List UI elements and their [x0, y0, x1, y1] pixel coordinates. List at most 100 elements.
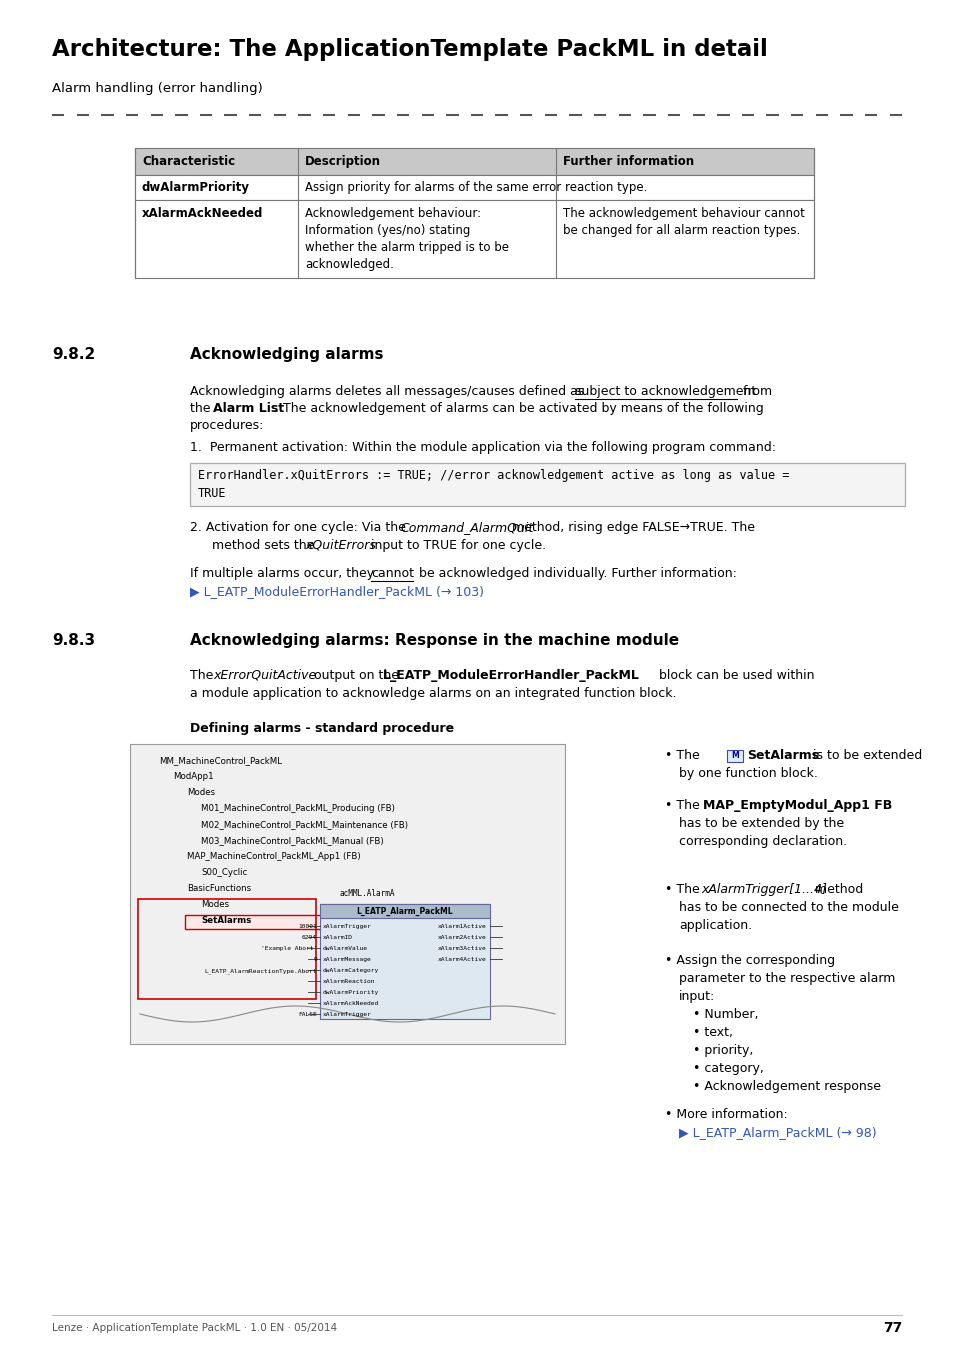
- Text: 9.8.3: 9.8.3: [52, 633, 95, 648]
- Text: Architecture: The ApplicationTemplate PackML in detail: Architecture: The ApplicationTemplate Pa…: [52, 38, 767, 61]
- Text: xAlarmTrigger[1...4]: xAlarmTrigger[1...4]: [700, 883, 826, 896]
- Bar: [135, 148, 813, 176]
- Bar: [130, 744, 564, 1044]
- Text: 2. Activation for one cycle: Via the: 2. Activation for one cycle: Via the: [190, 521, 410, 535]
- Text: be acknowledged individually. Further information:: be acknowledged individually. Further in…: [415, 567, 736, 580]
- Text: Modes: Modes: [187, 788, 214, 796]
- Text: MAP_EmptyModul_App1 FB: MAP_EmptyModul_App1 FB: [702, 799, 891, 811]
- Bar: [138, 899, 315, 999]
- Text: xAlarm3Active: xAlarm3Active: [437, 946, 486, 950]
- Text: method, rising edge FALSE→TRUE. The: method, rising edge FALSE→TRUE. The: [507, 521, 754, 535]
- Text: Assign priority for alarms of the same error reaction type.: Assign priority for alarms of the same e…: [305, 181, 647, 194]
- Text: Further information: Further information: [562, 155, 694, 167]
- Text: M01_MachineControl_PackML_Producing (FB): M01_MachineControl_PackML_Producing (FB): [201, 805, 395, 813]
- Text: xAlarmTrigger: xAlarmTrigger: [323, 1012, 372, 1017]
- Text: input to TRUE for one cycle.: input to TRUE for one cycle.: [367, 539, 545, 552]
- Text: • priority,: • priority,: [692, 1044, 753, 1057]
- Text: • Assign the corresponding: • Assign the corresponding: [664, 954, 834, 967]
- Text: BasicFunctions: BasicFunctions: [187, 884, 251, 892]
- Text: xAlarmAckNeeded: xAlarmAckNeeded: [142, 207, 263, 220]
- Text: • More information:: • More information:: [664, 1108, 787, 1120]
- Text: procedures:: procedures:: [190, 418, 264, 432]
- Text: 10001: 10001: [298, 923, 316, 929]
- Bar: [190, 463, 904, 506]
- Text: • The: • The: [664, 749, 703, 761]
- Text: a module application to acknowledge alarms on an integrated function block.: a module application to acknowledge alar…: [190, 687, 676, 701]
- Text: xQuitErrors: xQuitErrors: [305, 539, 375, 552]
- Text: The acknowledgement behaviour cannot
be changed for all alarm reaction types.: The acknowledgement behaviour cannot be …: [562, 207, 804, 238]
- Bar: [726, 751, 742, 761]
- Text: Description: Description: [305, 155, 380, 167]
- Text: xAlarm4Active: xAlarm4Active: [437, 957, 486, 963]
- Text: xAlarmAckNeeded: xAlarmAckNeeded: [323, 1000, 379, 1006]
- Text: Alarm List: Alarm List: [213, 402, 284, 414]
- Text: Acknowledgement behaviour:
Information (yes/no) stating
whether the alarm trippe: Acknowledgement behaviour: Information (…: [305, 207, 509, 271]
- Text: from: from: [739, 385, 771, 398]
- Text: xAlarmReaction: xAlarmReaction: [323, 979, 375, 984]
- Bar: [185, 915, 385, 929]
- Text: Lenze · ApplicationTemplate PackML · 1.0 EN · 05/2014: Lenze · ApplicationTemplate PackML · 1.0…: [52, 1323, 336, 1332]
- Text: 9.8.2: 9.8.2: [52, 347, 95, 362]
- Text: Acknowledging alarms: Response in the machine module: Acknowledging alarms: Response in the ma…: [190, 633, 679, 648]
- Text: output on the: output on the: [310, 670, 402, 682]
- Text: ErrorHandler.xQuitErrors := TRUE; //error acknowledgement active as long as valu: ErrorHandler.xQuitErrors := TRUE; //erro…: [198, 468, 788, 500]
- Text: cannot: cannot: [371, 567, 414, 580]
- Text: If multiple alarms occur, they: If multiple alarms occur, they: [190, 567, 377, 580]
- Text: Defining alarms - standard procedure: Defining alarms - standard procedure: [190, 722, 454, 734]
- Text: the: the: [190, 402, 214, 414]
- Text: Acknowledging alarms: Acknowledging alarms: [190, 347, 383, 362]
- Text: M02_MachineControl_PackML_Maintenance (FB): M02_MachineControl_PackML_Maintenance (F…: [201, 819, 408, 829]
- Text: xAlarmTrigger: xAlarmTrigger: [323, 923, 372, 929]
- Text: S00_Cyclic: S00_Cyclic: [201, 868, 247, 878]
- Text: xAlarm1Active: xAlarm1Active: [437, 923, 486, 929]
- Text: SetAlarms: SetAlarms: [201, 917, 251, 925]
- Text: Acknowledging alarms deletes all messages/causes defined as: Acknowledging alarms deletes all message…: [190, 385, 588, 398]
- Text: method sets the: method sets the: [212, 539, 318, 552]
- Text: input:: input:: [679, 990, 715, 1003]
- Text: 9: 9: [313, 957, 316, 963]
- Text: by one function block.: by one function block.: [679, 767, 817, 780]
- Text: M03_MachineControl_PackML_Manual (FB): M03_MachineControl_PackML_Manual (FB): [201, 836, 383, 845]
- Text: dwAlarmValue: dwAlarmValue: [323, 946, 368, 950]
- Bar: [319, 904, 490, 1019]
- Text: xAlarm2Active: xAlarm2Active: [437, 936, 486, 940]
- Text: 1.  Permanent activation: Within the module application via the following progra: 1. Permanent activation: Within the modu…: [190, 441, 775, 454]
- Text: dwAlarmCategory: dwAlarmCategory: [323, 968, 379, 973]
- Text: MAP_MachineControl_PackML_App1 (FB): MAP_MachineControl_PackML_App1 (FB): [187, 852, 360, 861]
- Text: has to be extended by the: has to be extended by the: [679, 817, 843, 830]
- Text: ▶ L_EATP_ModuleErrorHandler_PackML (→ 103): ▶ L_EATP_ModuleErrorHandler_PackML (→ 10…: [190, 585, 483, 598]
- Text: FALSE: FALSE: [298, 1012, 316, 1017]
- Bar: [135, 176, 813, 200]
- Text: • text,: • text,: [692, 1026, 732, 1040]
- Text: • Number,: • Number,: [692, 1008, 758, 1021]
- Bar: [319, 904, 490, 918]
- Text: method: method: [810, 883, 862, 896]
- Text: acMML.AlarmA: acMML.AlarmA: [339, 890, 395, 898]
- Text: SetAlarms: SetAlarms: [746, 749, 819, 761]
- Bar: [135, 200, 813, 278]
- Text: application.: application.: [679, 919, 751, 931]
- Text: Modes: Modes: [201, 900, 229, 909]
- Text: xAlarmMessage: xAlarmMessage: [323, 957, 372, 963]
- Text: L_EATP_ModuleErrorHandler_PackML: L_EATP_ModuleErrorHandler_PackML: [382, 670, 639, 682]
- Text: • Acknowledgement response: • Acknowledgement response: [692, 1080, 880, 1094]
- Text: MM_MachineControl_PackML: MM_MachineControl_PackML: [159, 756, 282, 765]
- Text: ▶ L_EATP_Alarm_PackML (→ 98): ▶ L_EATP_Alarm_PackML (→ 98): [679, 1126, 876, 1139]
- Text: • category,: • category,: [692, 1062, 763, 1075]
- Text: M: M: [730, 752, 739, 760]
- Text: dwAlarmPriority: dwAlarmPriority: [142, 181, 250, 194]
- Text: Command_AlarmQuit: Command_AlarmQuit: [399, 521, 533, 535]
- Text: block can be used within: block can be used within: [655, 670, 814, 682]
- Text: • The: • The: [664, 883, 703, 896]
- Text: L_EATP_Alarm_PackML: L_EATP_Alarm_PackML: [356, 907, 453, 917]
- Text: • The: • The: [664, 799, 703, 811]
- Text: . The acknowledgement of alarms can be activated by means of the following: . The acknowledgement of alarms can be a…: [274, 402, 763, 414]
- Text: is to be extended: is to be extended: [808, 749, 922, 761]
- Text: xErrorQuitActive: xErrorQuitActive: [213, 670, 315, 682]
- Text: has to be connected to the module: has to be connected to the module: [679, 900, 898, 914]
- Text: 6294: 6294: [302, 936, 316, 940]
- Text: subject to acknowledgement: subject to acknowledgement: [575, 385, 756, 398]
- Text: xAlarmID: xAlarmID: [323, 936, 353, 940]
- Text: 'Example Abort': 'Example Abort': [260, 946, 316, 950]
- Text: Alarm handling (error handling): Alarm handling (error handling): [52, 82, 262, 94]
